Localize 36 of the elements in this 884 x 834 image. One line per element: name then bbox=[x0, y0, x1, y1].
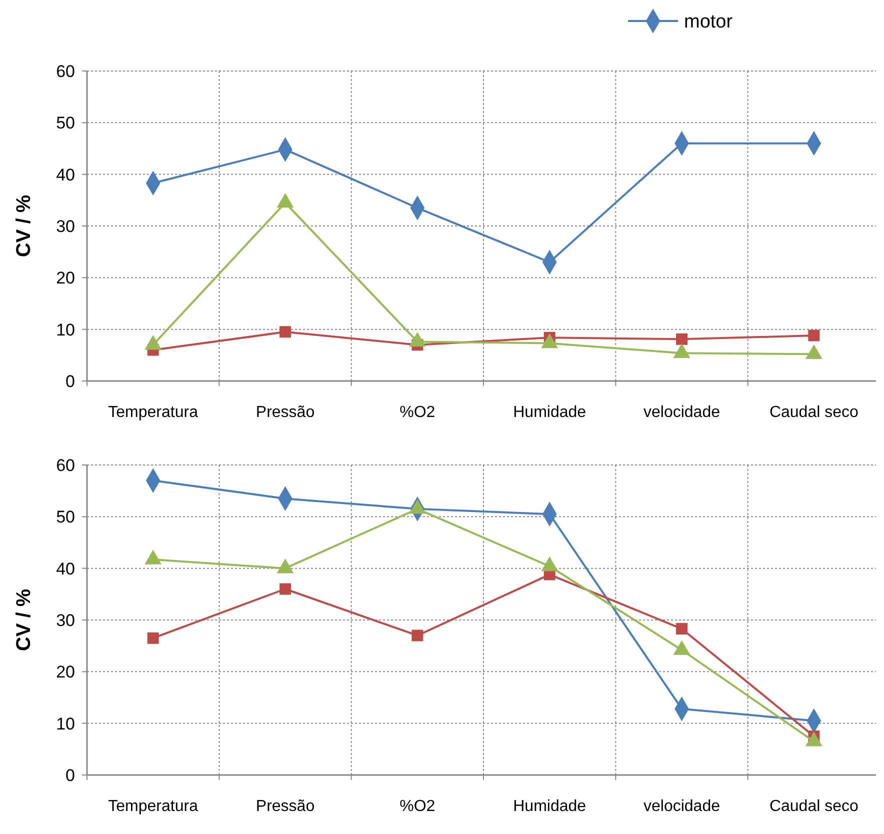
point bbox=[147, 632, 159, 644]
y-axis-title: CV / % bbox=[13, 194, 35, 258]
y-tick-label: 40 bbox=[56, 165, 75, 184]
point bbox=[280, 326, 291, 338]
y-tick-label: 0 bbox=[66, 372, 75, 391]
x-tick-label: velocidade bbox=[644, 798, 720, 815]
x-tick-label: Humidade bbox=[513, 404, 586, 421]
y-tick-label: 30 bbox=[56, 610, 75, 630]
y-tick-label: 0 bbox=[66, 766, 75, 785]
y-axis-title: CV / % bbox=[13, 588, 35, 652]
point bbox=[808, 330, 820, 342]
x-tick-label: Caudal seco bbox=[769, 404, 858, 421]
point bbox=[676, 333, 688, 345]
y-tick-label: 40 bbox=[56, 559, 75, 578]
x-tick-label: Caudal seco bbox=[769, 798, 858, 815]
x-tick-label: %O2 bbox=[400, 404, 436, 421]
x-tick-label: velocidade bbox=[644, 404, 720, 421]
x-tick-label: Humidade bbox=[513, 798, 586, 815]
legend-label: motor bbox=[684, 12, 734, 33]
y-tick-label: 20 bbox=[56, 662, 75, 682]
x-tick-label: Pressão bbox=[256, 798, 315, 815]
x-tick-label: Temperatura bbox=[108, 404, 198, 421]
y-tick-label: 60 bbox=[56, 456, 75, 475]
x-tick-label: %O2 bbox=[400, 798, 436, 815]
y-tick-label: 50 bbox=[56, 114, 75, 133]
x-tick-label: Pressão bbox=[256, 404, 315, 421]
point bbox=[280, 583, 291, 595]
point bbox=[676, 623, 688, 635]
y-tick-label: 60 bbox=[56, 62, 75, 81]
y-tick-label: 10 bbox=[56, 714, 75, 734]
y-tick-label: 20 bbox=[56, 268, 75, 288]
y-tick-label: 50 bbox=[56, 508, 75, 527]
x-tick-label: Temperatura bbox=[108, 798, 198, 815]
point bbox=[412, 630, 424, 642]
y-tick-label: 10 bbox=[56, 320, 75, 340]
y-tick-label: 30 bbox=[56, 216, 75, 236]
